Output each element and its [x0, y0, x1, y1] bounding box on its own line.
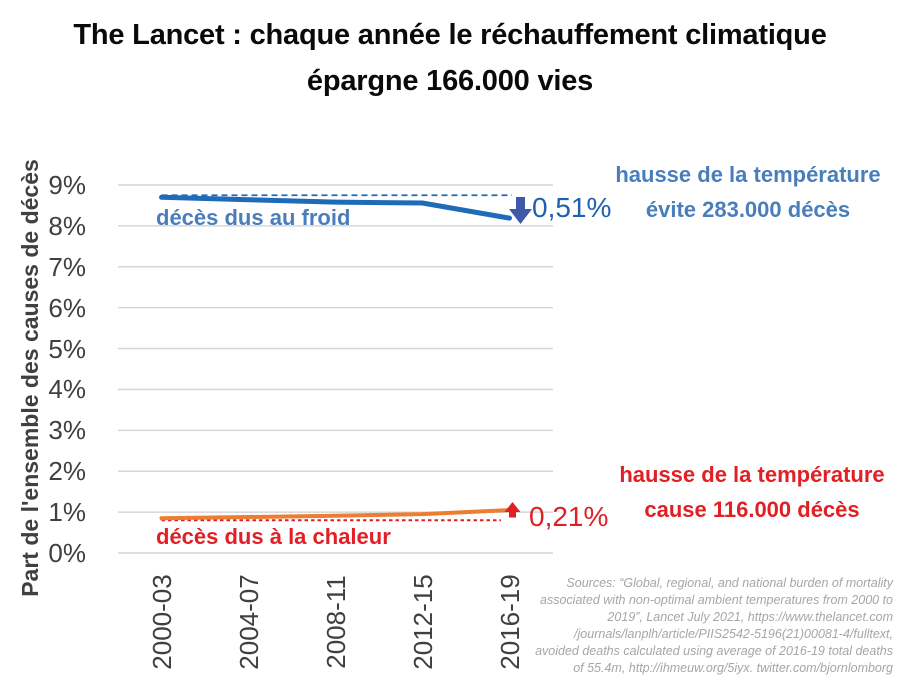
- cold-annotation: hausse de la température évite 283.000 d…: [598, 157, 898, 227]
- arrow-down-icon: [509, 197, 532, 224]
- heat-annotation-line1: hausse de la température: [619, 462, 885, 487]
- heat-deaths-line: [159, 508, 512, 521]
- y-tick-label: 5%: [48, 333, 86, 364]
- y-tick-label: 6%: [48, 292, 86, 323]
- heat-annotation-line2: cause 116.000 décès: [644, 497, 860, 522]
- y-tick-label: 1%: [48, 497, 86, 528]
- cold-series-label: décès dus au froid: [156, 205, 351, 230]
- sources-line: of 55.4m, http://ihmeuw.org/5iyx. twitte…: [573, 660, 893, 675]
- heat-delta-value: 0,21%: [529, 501, 609, 532]
- y-tick-label: 3%: [48, 415, 86, 446]
- arrow-up-icon: [504, 502, 521, 518]
- sources-line: Sources: “Global, regional, and national…: [566, 576, 893, 590]
- heat-series-label: décès dus à la chaleur: [156, 524, 391, 549]
- sources-line: /journals/lanplh/article/PIIS2542-5196(2…: [574, 626, 893, 641]
- y-tick-label: 4%: [48, 374, 86, 405]
- x-tick-label: 2008-11: [320, 575, 351, 669]
- chart-title: The Lancet : chaque année le réchauffeme…: [0, 12, 900, 104]
- y-tick-label: 7%: [48, 251, 86, 282]
- y-tick-label: 2%: [48, 456, 86, 487]
- y-tick-label: 9%: [48, 170, 86, 200]
- x-tick-label: 2004-07: [233, 574, 264, 670]
- x-tick-label: 2000-03: [146, 574, 177, 670]
- cold-delta-value: 0,51%: [532, 192, 612, 223]
- x-tick-label: 2012-15: [407, 574, 438, 670]
- sources-note: Sources: “Global, regional, and national…: [513, 575, 893, 676]
- chart-title-line2: épargne 166.000 vies: [306, 65, 594, 97]
- cold-annotation-line1: hausse de la température: [615, 162, 881, 187]
- y-tick-label: 8%: [48, 210, 86, 241]
- cold-annotation-line2: évite 283.000 décès: [645, 197, 851, 222]
- chart-title-line1: The Lancet : chaque année le réchauffeme…: [73, 19, 827, 51]
- cold-deaths-line: [159, 194, 512, 221]
- y-tick-label: 0%: [48, 538, 86, 568]
- sources-line: 2019”, Lancet July 2021, https://www.the…: [607, 609, 893, 624]
- sources-line: avoided deaths calculated using average …: [535, 643, 893, 658]
- heat-annotation: hausse de la température cause 116.000 d…: [602, 457, 900, 527]
- sources-line: associated with non-optimal ambient temp…: [540, 592, 893, 607]
